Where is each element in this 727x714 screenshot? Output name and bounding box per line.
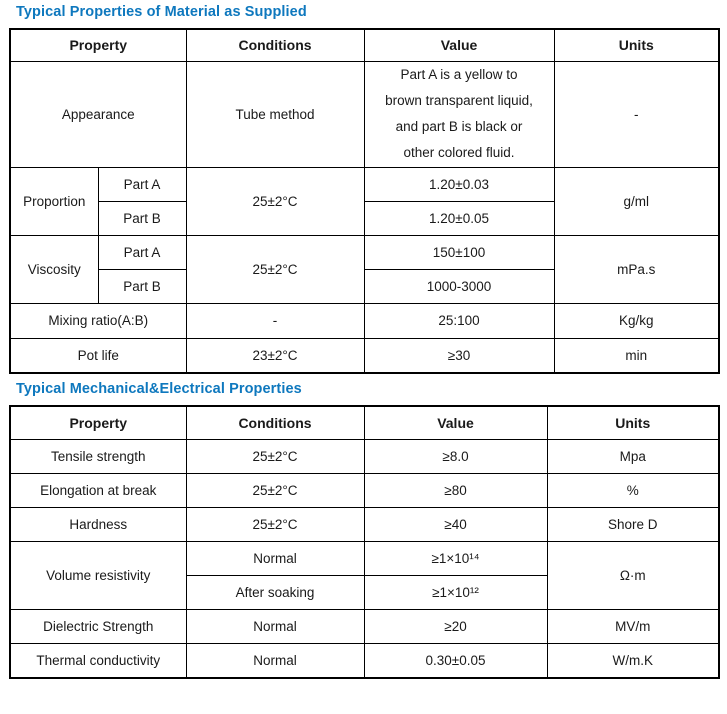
column-header-value: Value (363, 28, 555, 62)
value-cell: 0.30±0.05 (363, 642, 548, 679)
table-row-volume-resistivity-normal: Volume resistivity Normal ≥1×10¹⁴ Ω·m (9, 540, 720, 610)
units-cell: - (553, 60, 720, 168)
units-cell: g/ml (553, 166, 720, 236)
value-cell: ≥40 (363, 506, 548, 542)
property-cell: Appearance (9, 60, 187, 168)
value-cell: 25:100 (363, 302, 555, 339)
table-row-pot-life: Pot life 23±2°C ≥30 min (9, 337, 720, 374)
property-cell: Elongation at break (9, 472, 187, 508)
table-row-viscosity-part-b: Part B 1000-3000 (10, 268, 719, 304)
table-row-elongation: Elongation at break 25±2°C ≥80 % (9, 472, 720, 508)
column-header-property: Property (9, 28, 187, 62)
property-cell: Proportion (9, 166, 99, 236)
units-cell: % (546, 472, 720, 508)
property-cell: Tensile strength (9, 438, 187, 474)
value-cell: 1.20±0.03 (363, 166, 555, 202)
conditions-cell: 25±2°C (185, 166, 365, 236)
units-cell: Shore D (546, 506, 720, 542)
conditions-cell: 25±2°C (185, 234, 365, 304)
units-cell: Ω·m (546, 540, 720, 610)
subproperty-cell: Part B (97, 200, 187, 236)
subproperty-cell: Part B (97, 268, 187, 304)
subproperty-cell: Part A (97, 166, 187, 202)
datasheet-document: Typical Properties of Material as Suppli… (9, 0, 721, 679)
value-cell: ≥30 (363, 337, 555, 374)
table-typical-properties-supplied: Property Conditions Value Units Appearan… (9, 28, 721, 374)
table-row-dielectric-strength: Dielectric Strength Normal ≥20 MV/m (9, 608, 720, 644)
conditions-cell: Normal (185, 608, 365, 644)
subproperty-cell: Part A (97, 234, 187, 270)
units-cell: mPa.s (553, 234, 720, 304)
table-mechanical-electrical-properties: Property Conditions Value Units Tensile … (9, 405, 720, 679)
table-header-row: Property Conditions Value Units (9, 405, 720, 440)
appearance-value-line: and part B is black or (395, 119, 523, 134)
column-header-conditions: Conditions (185, 405, 365, 440)
conditions-cell: After soaking (185, 574, 365, 610)
units-cell: Kg/kg (553, 302, 720, 339)
table-header-row: Property Conditions Value Units (9, 28, 720, 62)
value-cell: ≥1×10¹² (363, 574, 548, 610)
property-cell: Pot life (9, 337, 187, 374)
units-cell: Mpa (546, 438, 720, 474)
table-row-appearance: Appearance Tube method Part A is a yello… (9, 60, 720, 168)
property-cell: Viscosity (9, 234, 99, 304)
property-cell: Dielectric Strength (9, 608, 187, 644)
units-cell: min (553, 337, 720, 374)
appearance-value-line: Part A is a yellow to (400, 67, 518, 82)
appearance-value-line: brown transparent liquid, (385, 93, 533, 108)
value-cell: 150±100 (363, 234, 555, 270)
units-cell: W/m.K (546, 642, 720, 679)
column-header-conditions: Conditions (185, 28, 365, 62)
column-header-units: Units (553, 28, 720, 62)
conditions-cell: Tube method (185, 60, 365, 168)
property-cell: Volume resistivity (9, 540, 187, 610)
conditions-cell: Normal (185, 540, 365, 576)
table-row-proportion-part-a: Proportion Part A 25±2°C 1.20±0.03 g/ml (9, 166, 720, 236)
table-row-proportion-part-b: Part B 1.20±0.05 (10, 200, 719, 236)
conditions-cell: 25±2°C (185, 506, 365, 542)
value-cell: 1000-3000 (363, 268, 555, 304)
conditions-cell: - (185, 302, 365, 339)
column-header-value: Value (363, 405, 548, 440)
property-cell: Thermal conductivity (9, 642, 187, 679)
table-row-viscosity-part-a: Viscosity Part A 25±2°C 150±100 mPa.s (9, 234, 720, 304)
table-row-volume-resistivity-soaking: After soaking ≥1×10¹² (10, 574, 719, 610)
column-header-units: Units (546, 405, 720, 440)
value-cell: ≥20 (363, 608, 548, 644)
conditions-cell: 25±2°C (185, 472, 365, 508)
table-row-thermal-conductivity: Thermal conductivity Normal 0.30±0.05 W/… (9, 642, 720, 679)
property-cell: Hardness (9, 506, 187, 542)
section-title-supplied-properties: Typical Properties of Material as Suppli… (16, 4, 307, 20)
units-cell: MV/m (546, 608, 720, 644)
value-cell: Part A is a yellow to brown transparent … (363, 60, 555, 168)
value-cell: 1.20±0.05 (363, 200, 555, 236)
conditions-cell: 25±2°C (185, 438, 365, 474)
value-cell: ≥80 (363, 472, 548, 508)
table-row-mixing-ratio: Mixing ratio(A:B) - 25:100 Kg/kg (9, 302, 720, 339)
appearance-value-line: other colored fluid. (403, 145, 515, 160)
value-cell: ≥8.0 (363, 438, 548, 474)
value-cell: ≥1×10¹⁴ (363, 540, 548, 576)
column-header-property: Property (9, 405, 187, 440)
section-title-mechanical-electrical: Typical Mechanical&Electrical Properties (16, 381, 302, 397)
table-row-hardness: Hardness 25±2°C ≥40 Shore D (9, 506, 720, 542)
property-cell: Mixing ratio(A:B) (9, 302, 187, 339)
conditions-cell: Normal (185, 642, 365, 679)
table-row-tensile-strength: Tensile strength 25±2°C ≥8.0 Mpa (9, 438, 720, 474)
conditions-cell: 23±2°C (185, 337, 365, 374)
